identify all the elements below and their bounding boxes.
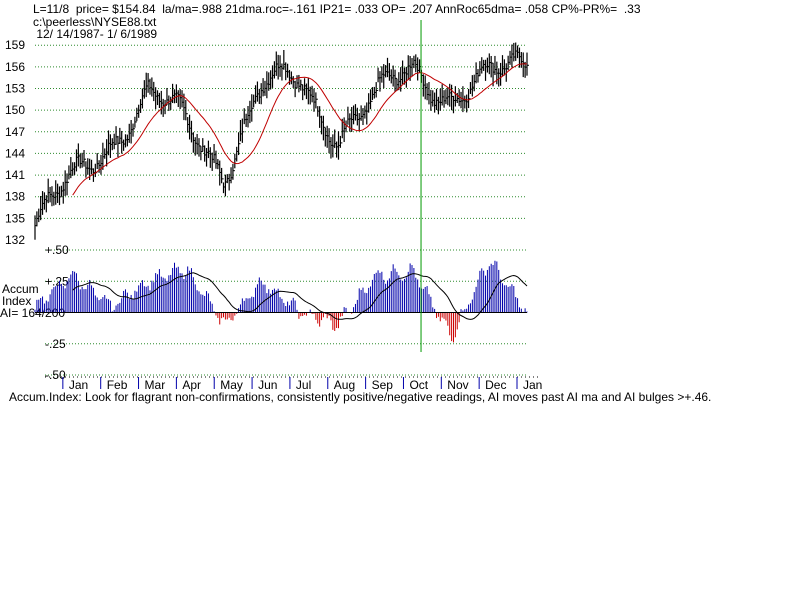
price-tick-label: 147 [5,125,25,139]
accum-index-footnote: Accum.Index: Look for flagrant non-confi… [9,390,712,404]
price-tick-label: 138 [5,190,25,204]
month-label: Dec [485,378,506,392]
price-tick-label: 150 [5,103,25,117]
price-tick-label: 141 [5,168,25,182]
data-file-path: c:\peerless\NYSE88.txt [33,15,157,29]
accum-label: Index [2,294,31,308]
chart-header-stats: L=11/8 price= $154.84 la/ma=.988 21dma.r… [33,2,641,16]
month-label: Jun [258,378,277,392]
accum-label: AI= 164/200 [0,306,65,320]
price-21d-moving-average [72,63,527,196]
month-label: Jul [296,378,311,392]
price-tick-label: 153 [5,82,25,96]
price-tick-label: 159 [5,38,25,52]
accum-tick-label: +.50 [45,243,69,257]
price-tick-label: 132 [5,233,25,247]
date-range: 12/ 14/1987- 1/ 6/1989 [33,27,158,41]
price-tick-label: 156 [5,60,25,74]
month-label: Nov [447,378,468,392]
month-label: Oct [409,378,428,392]
accum-moving-average [72,272,528,320]
month-label: Apr [182,378,201,392]
month-label: Jan [69,378,88,392]
month-label: May [220,378,243,392]
price-tick-label: 144 [5,146,25,160]
accum-label: Accum [2,282,39,296]
accum-tick-label: -.25 [45,337,66,351]
accum-tick-label: -.50 [45,368,66,382]
month-label: Mar [145,378,166,392]
month-label: Feb [107,378,128,392]
accum-tick-label: +.25 [45,274,69,288]
price-tick-label: 135 [5,211,25,225]
month-label: Jan [523,378,542,392]
month-label: Aug [334,378,355,392]
month-label: Sep [372,378,394,392]
